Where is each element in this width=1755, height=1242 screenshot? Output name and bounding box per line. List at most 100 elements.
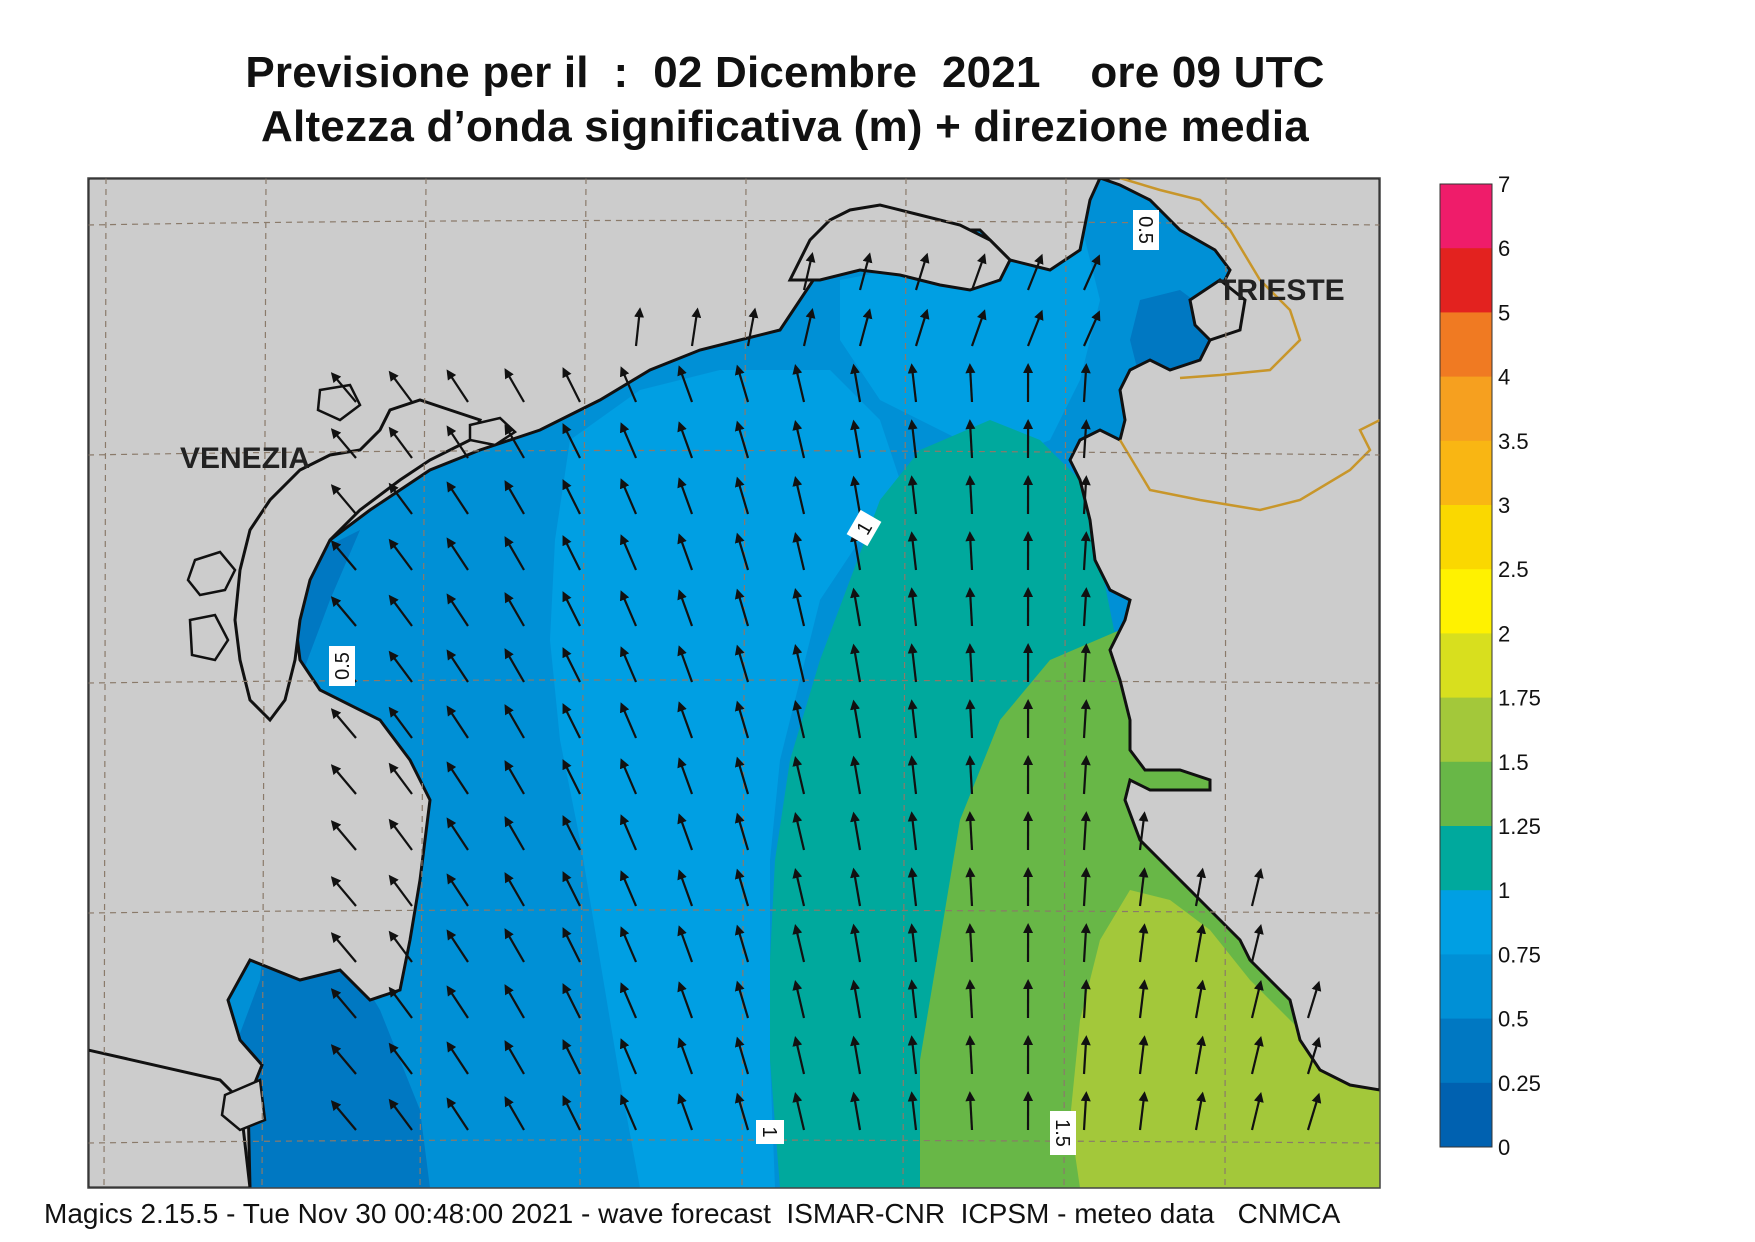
wave-arrow <box>1080 587 1091 627</box>
wave-arrow <box>619 926 638 963</box>
wave-arrow <box>850 979 862 1019</box>
wave-arrow <box>677 925 694 963</box>
colorbar-label: 0.5 <box>1498 1007 1529 1032</box>
lagoon-island <box>186 550 237 597</box>
wave-arrow <box>619 478 638 515</box>
wave-arrow <box>1194 1091 1207 1131</box>
wave-arrow <box>504 1040 525 1075</box>
wave-arrow <box>792 644 806 683</box>
wave-arrow <box>792 700 806 739</box>
colorbar-label: 6 <box>1498 236 1510 261</box>
wave-arrow <box>1026 309 1044 347</box>
wave-arrow <box>965 867 976 907</box>
wave-arrow <box>446 1097 469 1131</box>
wave-arrow <box>562 479 581 515</box>
wave-arrow <box>1080 363 1091 403</box>
wave-arrow <box>330 596 357 627</box>
wave-arrow <box>677 365 694 403</box>
wave-arrow <box>734 1092 750 1131</box>
wave-arrow <box>1082 310 1101 347</box>
wave-arrow <box>734 812 750 851</box>
wave-arrow <box>965 1035 976 1075</box>
wave-arrow <box>330 932 357 963</box>
wave-arrow <box>907 1091 918 1131</box>
wave-arrow <box>1138 923 1149 963</box>
wave-arrow <box>504 424 525 459</box>
wave-arrow <box>330 1100 357 1131</box>
wave-arrow <box>330 708 357 739</box>
wave-arrow <box>734 644 750 683</box>
wave-arrow <box>850 531 862 571</box>
wave-arrow <box>907 811 918 851</box>
wave-arrow <box>1080 755 1091 795</box>
wave-arrow <box>1306 1036 1322 1075</box>
wave-arrow <box>1194 923 1207 963</box>
svg-text:0.5: 0.5 <box>1134 216 1156 244</box>
wave-arrow <box>907 923 918 963</box>
wave-arrow <box>330 372 357 403</box>
wave-arrow <box>1250 980 1264 1019</box>
wave-arrow <box>504 536 525 571</box>
wave-arrow <box>850 811 862 851</box>
wave-arrow <box>619 366 638 403</box>
wave-arrow <box>734 756 750 795</box>
wave-arrow <box>1080 867 1091 907</box>
wave-arrow <box>504 984 525 1019</box>
wave-arrow <box>677 645 694 683</box>
wave-arrow <box>965 923 976 963</box>
colorbar: 7 6 5 4 3.5 3 2.5 2 1.75 1.5 1.25 1 0.75 0.5 0.25 0 <box>1439 172 1541 1160</box>
wave-arrow <box>562 1039 581 1075</box>
wave-arrow <box>619 1094 638 1131</box>
north-lagoon <box>787 203 1012 292</box>
wave-arrow <box>504 368 525 403</box>
wave-arrow <box>734 924 750 963</box>
wave-arrow <box>1082 254 1101 291</box>
wave-arrow <box>792 756 806 795</box>
lagoon-island <box>468 416 518 447</box>
lagoon-island <box>188 613 230 662</box>
wave-arrow <box>330 484 357 515</box>
colorbar-swatch <box>1440 1018 1492 1084</box>
wave-arrow <box>850 1035 862 1075</box>
wave-arrow <box>1080 979 1091 1019</box>
wave-arrow <box>1080 699 1091 739</box>
wave-arrow <box>634 307 645 347</box>
wave-arrow <box>965 1091 976 1131</box>
wave-arrow <box>850 755 862 795</box>
colorbar-label: 0.25 <box>1498 1071 1541 1096</box>
wave-arrow <box>907 699 918 739</box>
wave-band-0.25-0.5 <box>230 530 430 1188</box>
wave-arrow <box>1080 1091 1091 1131</box>
wave-arrow <box>388 1098 413 1131</box>
wave-arrow <box>965 363 976 403</box>
wave-arrow <box>907 587 918 627</box>
wave-arrow <box>388 986 413 1019</box>
wave-arrow <box>1138 1035 1149 1075</box>
colorbar-swatch <box>1440 376 1492 442</box>
wave-arrow <box>907 867 918 907</box>
colorbar-label: 2.5 <box>1498 557 1529 582</box>
wave-arrow <box>965 531 976 571</box>
wave-arrow <box>330 820 357 851</box>
wave-arrow <box>677 813 694 851</box>
wave-arrow <box>677 757 694 795</box>
wave-arrow <box>562 703 581 739</box>
colorbar-swatch <box>1440 761 1492 827</box>
wave-arrow <box>562 759 581 795</box>
wave-arrow <box>1138 1091 1149 1131</box>
wave-arrow <box>907 755 918 795</box>
wave-arrow <box>792 588 806 627</box>
wave-arrow <box>1194 1035 1207 1075</box>
title-line-1: Previsione per il : 02 Dicembre 2021 ore… <box>245 48 1325 97</box>
wave-arrow <box>619 422 638 459</box>
wave-arrow <box>907 643 918 683</box>
wave-arrow <box>677 1093 694 1131</box>
wave-arrow <box>504 480 525 515</box>
wave-arrow <box>446 593 469 627</box>
wave-arrow <box>562 647 581 683</box>
wave-arrow <box>562 367 581 403</box>
wave-arrow <box>619 982 638 1019</box>
contour-label: 0.5 <box>1133 210 1159 250</box>
wave-arrow <box>562 1095 581 1131</box>
